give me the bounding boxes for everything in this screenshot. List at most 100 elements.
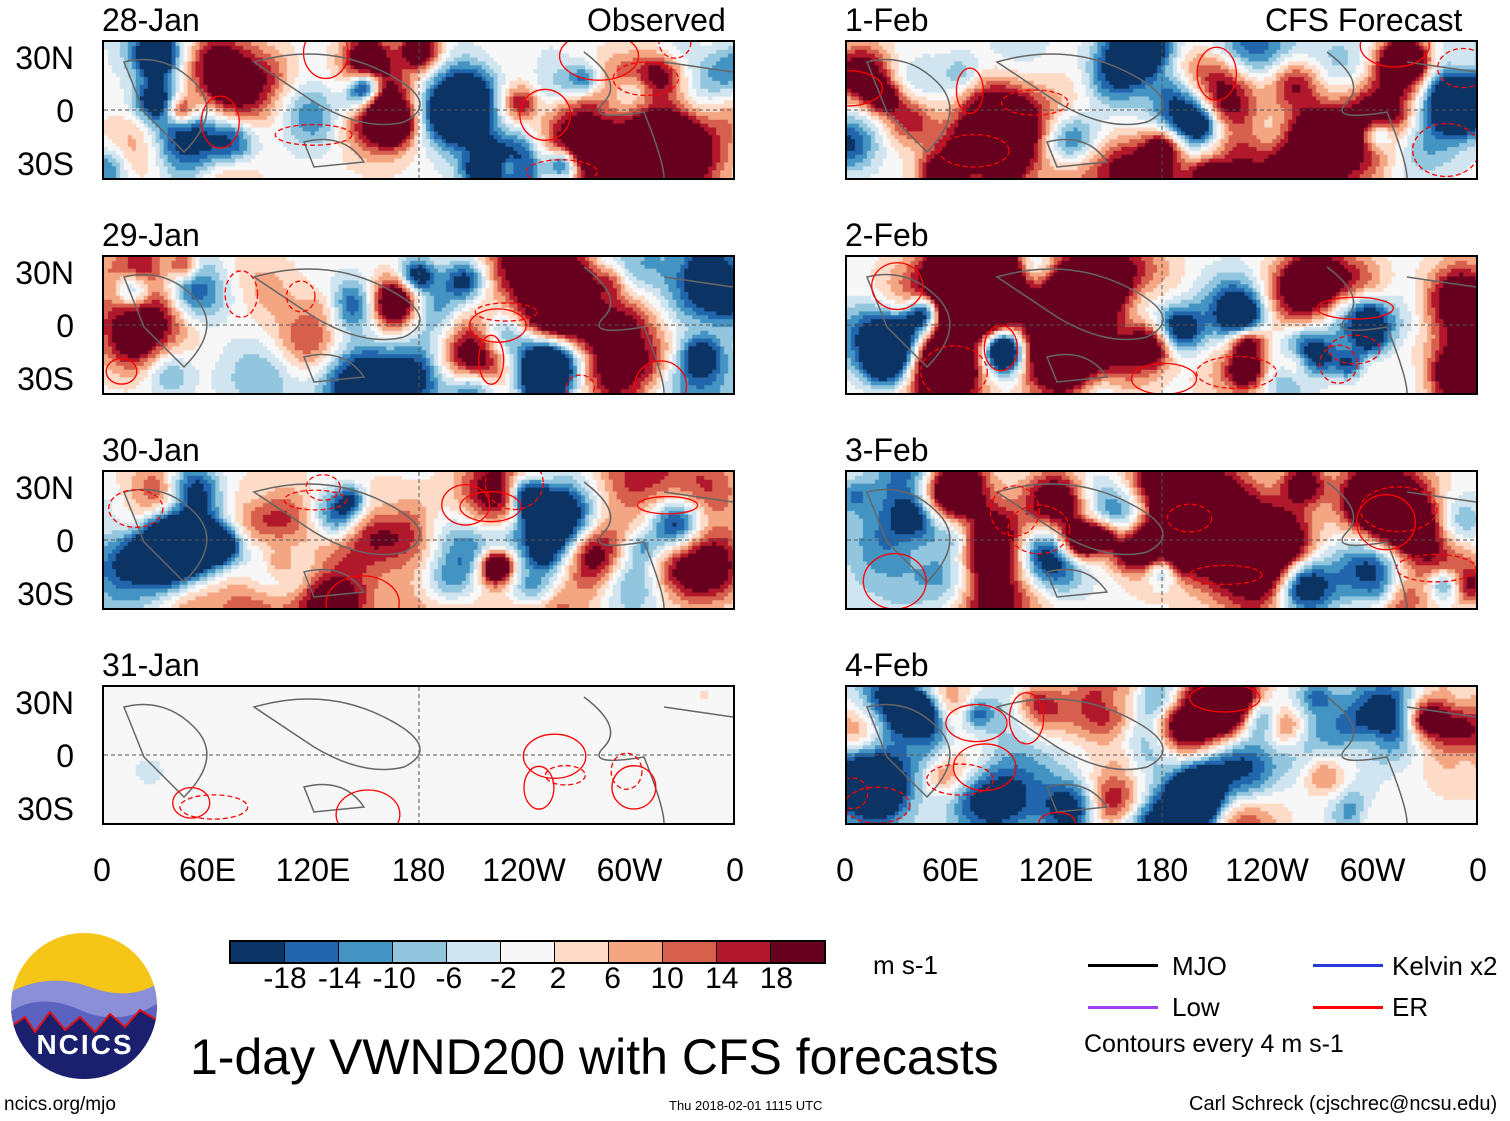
colorbar-swatch: [501, 942, 555, 962]
colorbar-tick: -2: [490, 962, 517, 995]
x-tick-label: 60W: [1339, 852, 1406, 888]
colorbar-tick: -14: [317, 962, 362, 995]
panel-date: 4-Feb: [845, 647, 929, 683]
er-contour: [283, 489, 348, 511]
y-tick-label: 30S: [17, 791, 74, 827]
y-tick-label: 0: [56, 738, 74, 774]
er-contour: [989, 485, 1040, 537]
map-panel-3-Feb: [845, 470, 1478, 610]
contour-note: Contours every 4 m s-1: [1084, 1030, 1344, 1058]
figure-title: 1-day VWND200 with CFS forecasts: [190, 1029, 999, 1085]
er-contour: [847, 777, 869, 810]
map-panel-29-Jan: [102, 255, 735, 395]
coastlines: [865, 696, 1476, 823]
er-contour: [484, 472, 544, 511]
er-contour: [658, 42, 692, 59]
colorbar-swatch: [393, 942, 447, 962]
er-contour: [847, 786, 911, 823]
timestamp: Thu 2018-02-01 1115 UTC: [669, 1098, 823, 1113]
er-contour: [634, 360, 688, 393]
url-link[interactable]: ncics.org/mjo: [4, 1094, 116, 1115]
er-contour: [1008, 692, 1045, 745]
er-contour: [302, 42, 349, 80]
panel-date: 29-Jan: [102, 217, 200, 253]
colorbar-swatch: [717, 942, 771, 962]
er-contour: [325, 575, 400, 608]
map-panel-30-Jan: [102, 470, 735, 610]
panel-date: 31-Jan: [102, 647, 200, 683]
er-contour: [1188, 564, 1263, 585]
er-contour: [468, 308, 527, 343]
map-panel-2-Feb: [845, 255, 1478, 395]
colorbar-tick: -6: [435, 962, 463, 995]
er-contour: [1359, 42, 1430, 68]
credit: Carl Schreck (cjschrec@ncsu.edu): [1189, 1093, 1498, 1115]
er-contour: [1359, 486, 1438, 533]
y-tick-label: 30S: [17, 146, 74, 182]
er-contour: [1395, 553, 1476, 583]
y-tick-label: 30N: [15, 40, 74, 76]
er-contour: [1166, 503, 1213, 533]
er-contour: [862, 552, 927, 608]
er-contour: [172, 786, 211, 819]
coastlines: [122, 51, 733, 178]
er-contour: [519, 88, 572, 141]
colorbar-swatch: [771, 942, 824, 962]
x-tick-label: 120W: [482, 852, 566, 888]
er-contour: [305, 474, 341, 501]
colorbar-swatch: [285, 942, 339, 962]
er-contour: [1130, 362, 1198, 393]
x-tick-label: 60W: [596, 852, 663, 888]
er-contour: [224, 270, 259, 318]
er-contour: [871, 262, 924, 311]
er-contour: [610, 752, 643, 790]
er-contour: [1038, 811, 1076, 823]
y-tick-label: 30S: [17, 576, 74, 612]
x-tick-label: 180: [1134, 852, 1189, 888]
legend-low: Low: [1172, 992, 1220, 1022]
er-contour: [1436, 47, 1476, 89]
ncics-logo: NCICS: [11, 933, 157, 1079]
er-contour: [558, 42, 640, 81]
column-title-observed: Observed: [587, 2, 726, 38]
er-contour: [1319, 344, 1358, 384]
legend-kelvin: Kelvin x2: [1392, 951, 1498, 981]
er-contour: [983, 324, 1019, 372]
er-contour: [611, 765, 657, 810]
er-contour: [474, 302, 538, 322]
er-contour: [612, 61, 679, 97]
coastlines: [865, 481, 1476, 608]
er-contour: [525, 159, 598, 178]
er-contour: [945, 703, 1008, 743]
er-contour: [441, 483, 491, 526]
er-contour: [522, 733, 587, 779]
y-tick-label: 0: [56, 308, 74, 344]
panel-date: 30-Jan: [102, 432, 200, 468]
x-tick-label: 0: [836, 852, 854, 888]
x-tick-label: 0: [726, 852, 744, 888]
coastlines: [122, 481, 733, 608]
er-contour: [335, 789, 401, 823]
colorbar-swatch: [447, 942, 501, 962]
er-contour: [478, 334, 505, 385]
er-contour: [1316, 296, 1394, 320]
panel-date: 3-Feb: [845, 432, 929, 468]
er-contour: [952, 743, 1017, 792]
colorbar-tick: 2: [549, 962, 567, 995]
panel-date: 2-Feb: [845, 217, 929, 253]
er-contour: [1000, 89, 1069, 116]
y-tick-label: 30N: [15, 685, 74, 721]
map-panel-28-Jan: [102, 40, 735, 180]
legend-line-er: [1313, 1006, 1383, 1009]
er-contour: [565, 374, 596, 393]
colorbar-tick: 6: [604, 962, 621, 995]
coastlines: [865, 266, 1476, 393]
legend-line-low: [1088, 1006, 1158, 1009]
x-tick-label: 120E: [275, 852, 351, 888]
er-contour: [285, 280, 316, 313]
er-contour: [1328, 334, 1381, 365]
logo-text: NCICS: [36, 1029, 133, 1060]
er-contour: [1196, 46, 1238, 102]
er-contour: [920, 345, 988, 393]
y-tick-label: 0: [56, 523, 74, 559]
